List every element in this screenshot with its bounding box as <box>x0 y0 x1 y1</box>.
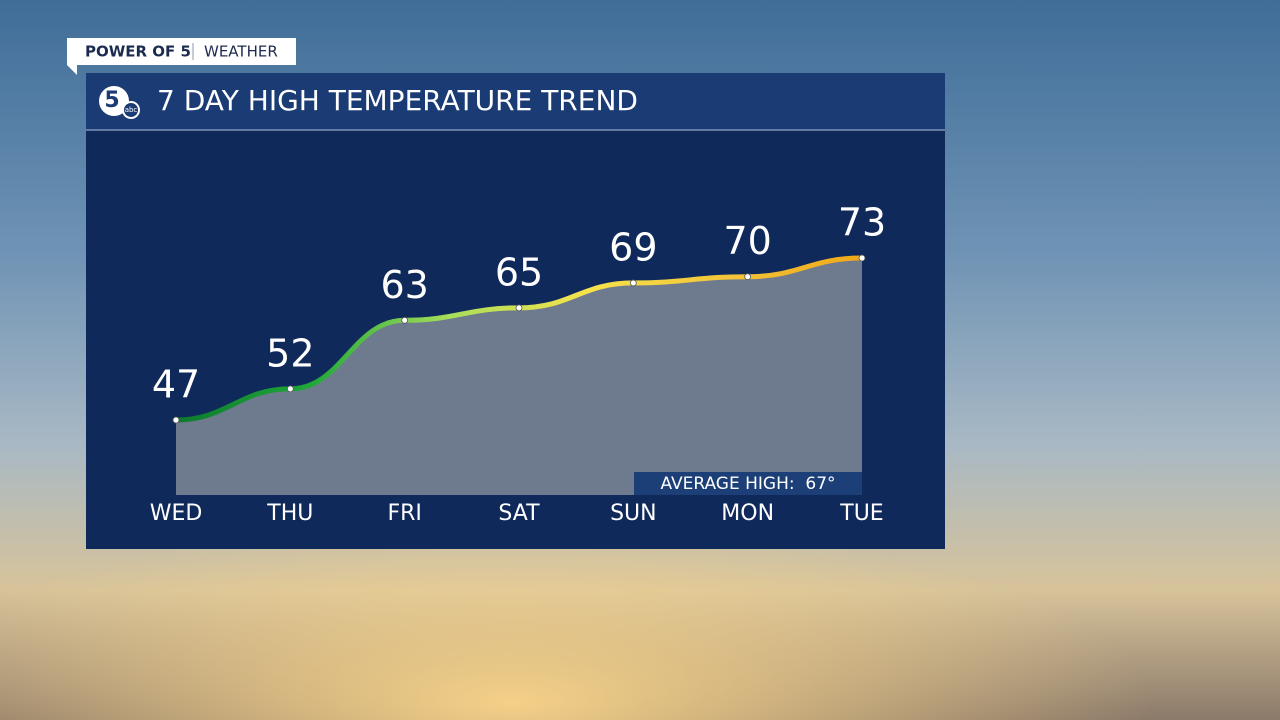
point <box>172 416 180 424</box>
point <box>629 279 637 287</box>
brand: POWER OF 5 <box>85 43 191 61</box>
plot: AVERAGE HIGH: 67° 47 WED 52 THU 63 FRI 65 SAT 69 S… <box>150 201 886 527</box>
chart-title: 7 DAY HIGH TEMPERATURE TREND <box>157 84 638 117</box>
value-label: 52 <box>266 331 314 375</box>
point <box>286 385 294 393</box>
tag-pointer <box>67 65 77 75</box>
logo-number: 5 <box>104 88 119 113</box>
day-label: THU <box>266 501 313 526</box>
area <box>176 258 862 495</box>
day-label: SAT <box>498 501 540 526</box>
point <box>401 316 409 324</box>
value-label: 47 <box>152 363 200 407</box>
point <box>744 273 752 281</box>
logo-network: abc <box>125 106 138 114</box>
section: WEATHER <box>204 43 278 61</box>
value-label: 69 <box>609 225 657 269</box>
logo-circle <box>99 86 129 116</box>
tag-box <box>67 38 296 65</box>
title-bar <box>86 73 945 130</box>
annotation: AVERAGE HIGH: 67° <box>660 474 835 494</box>
day-label: FRI <box>387 501 421 526</box>
point <box>515 304 523 312</box>
day-label: TUE <box>839 501 883 526</box>
header-tag: POWER OF 5 WEATHER <box>67 38 296 75</box>
value-label: 70 <box>723 219 771 263</box>
day-label: SUN <box>610 501 657 526</box>
value-label: 73 <box>838 201 886 245</box>
day-label: MON <box>721 501 774 526</box>
point <box>858 254 866 262</box>
annotation-box <box>634 472 862 495</box>
logo-badge <box>122 101 140 119</box>
day-label: WED <box>150 501 203 526</box>
value-label: 63 <box>380 263 428 307</box>
logo: 5 abc <box>99 86 140 119</box>
value-label: 65 <box>495 250 543 294</box>
